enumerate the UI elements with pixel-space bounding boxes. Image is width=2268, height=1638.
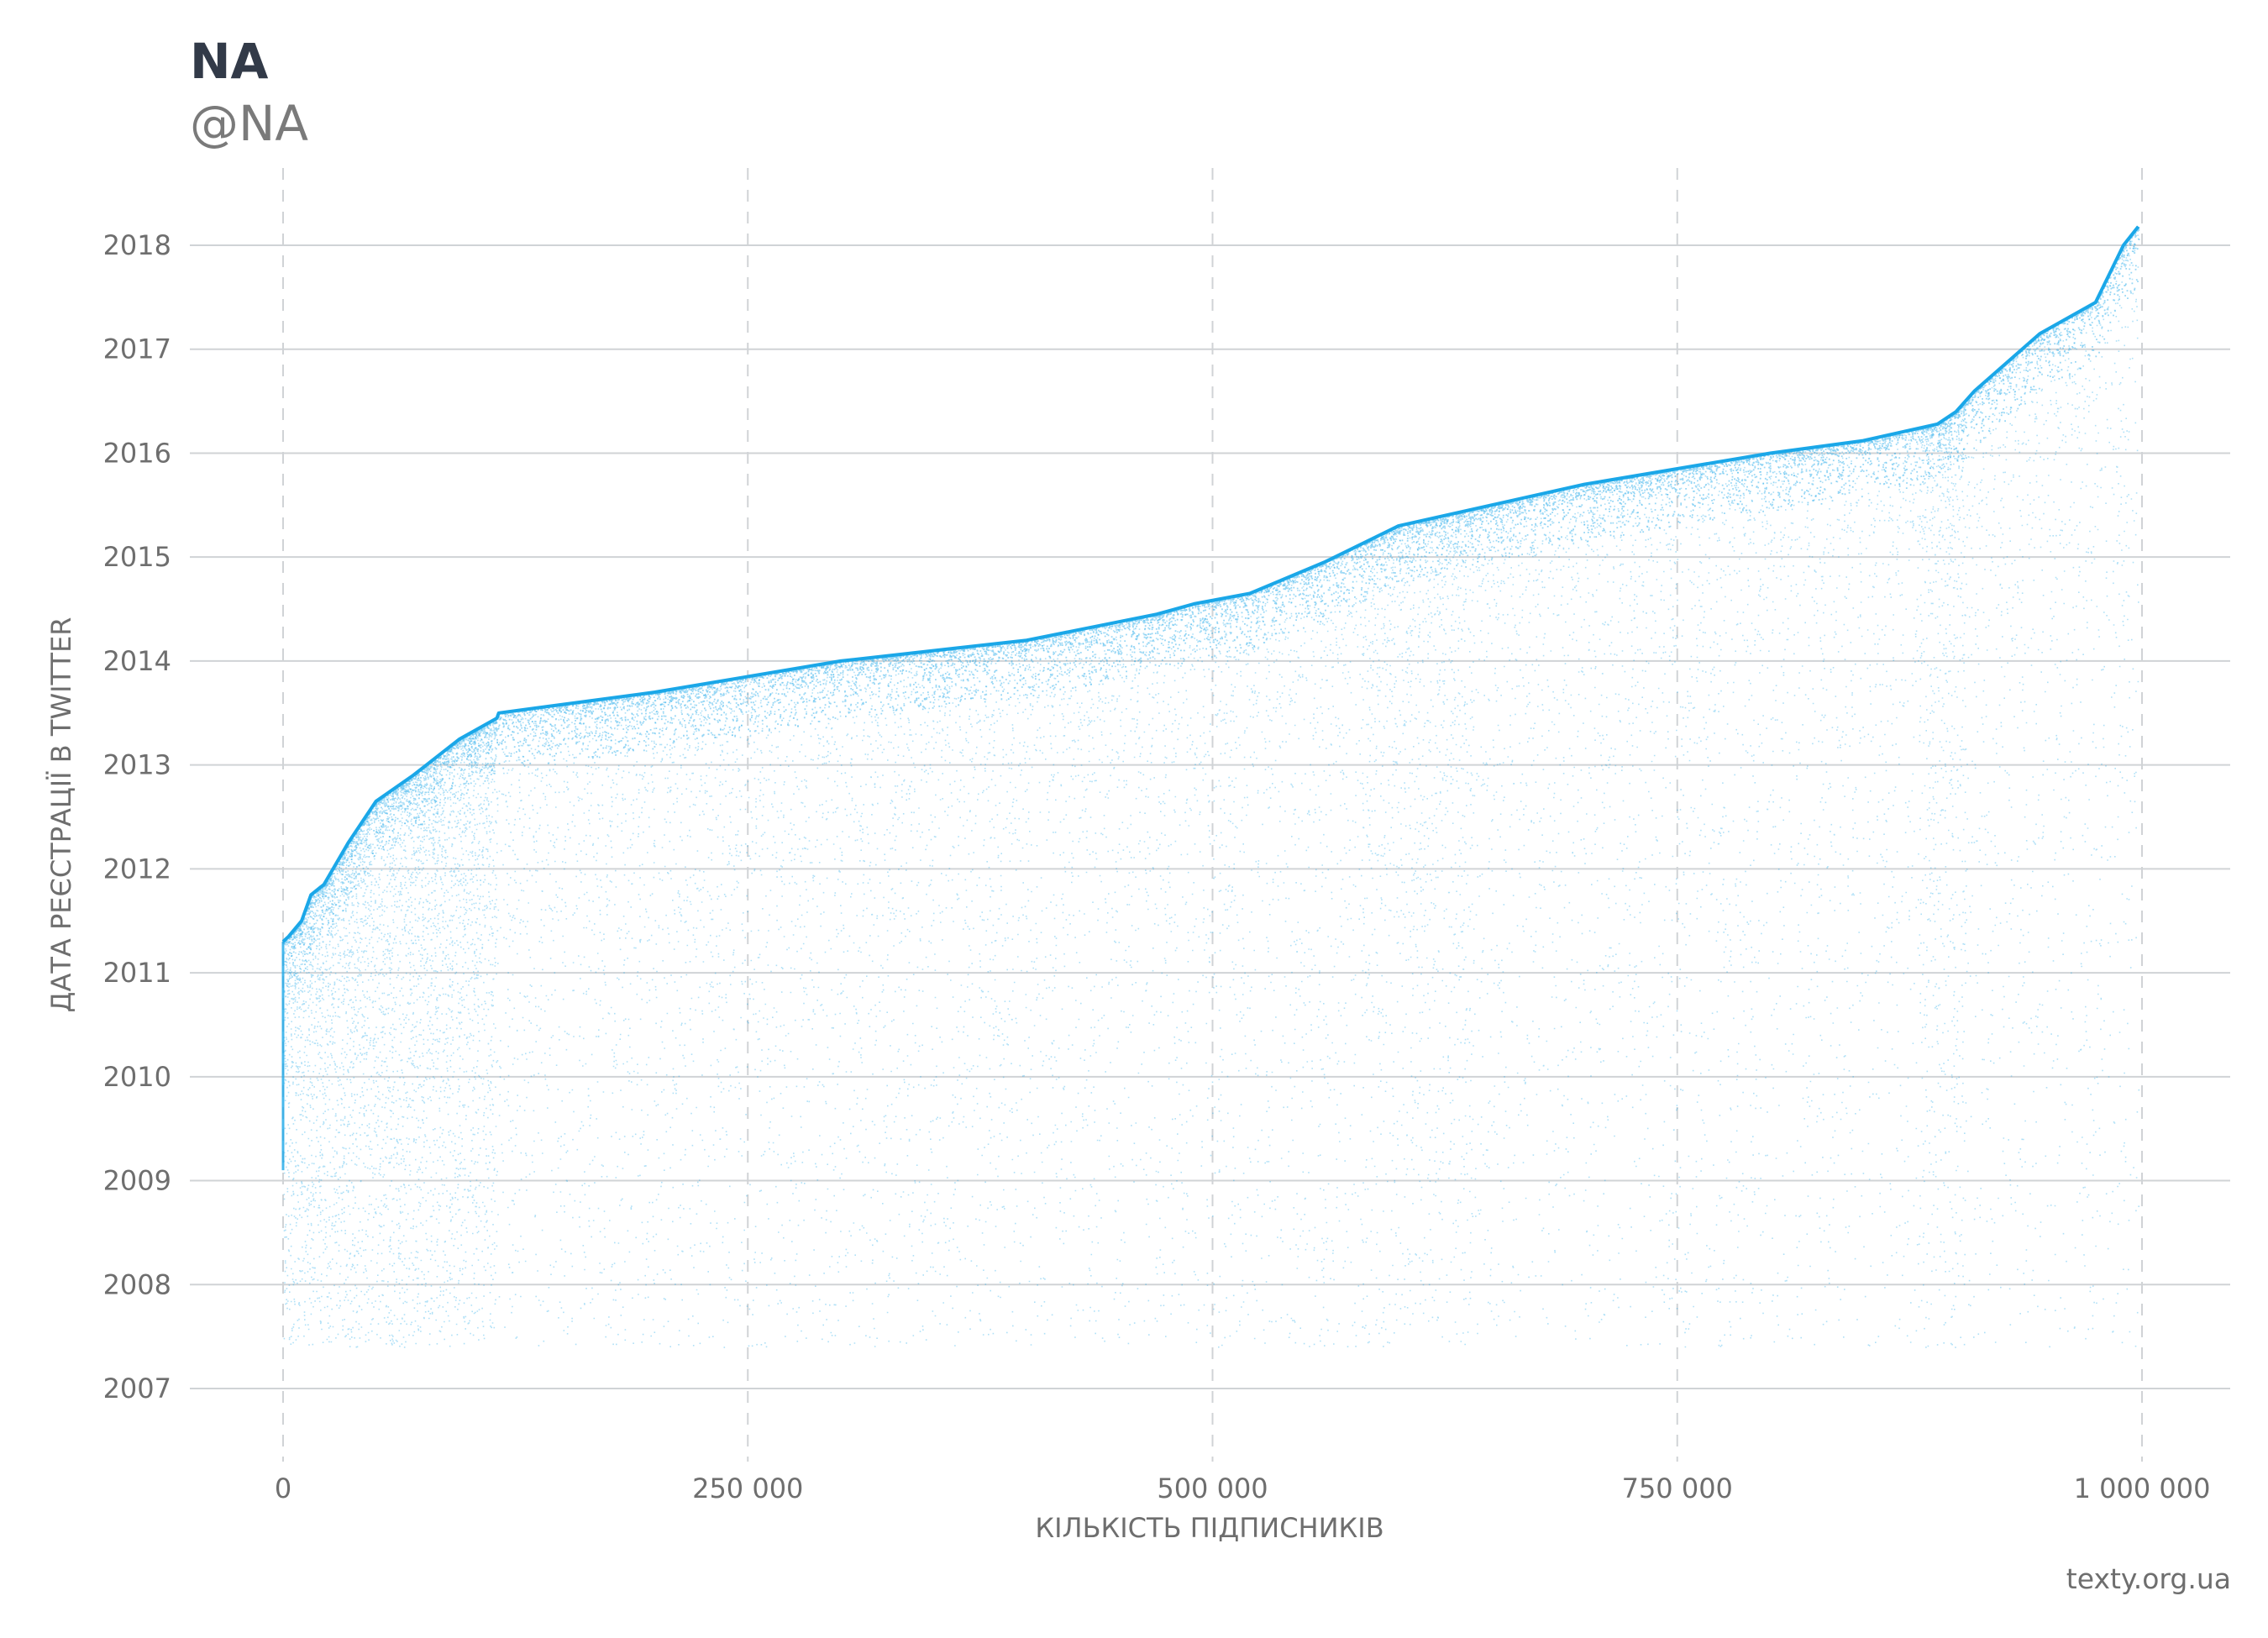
y-tick-label: 2009	[103, 1165, 171, 1197]
y-tick-label: 2015	[103, 541, 171, 573]
scatter-upper-edge	[281, 225, 2140, 943]
y-tick-label: 2016	[103, 437, 171, 469]
chart-subtitle: @NA	[190, 95, 309, 152]
x-tick-label: 0	[275, 1473, 291, 1504]
grid	[190, 168, 2230, 1462]
y-tick-label: 2017	[103, 333, 171, 365]
y-tick-label: 2011	[103, 957, 171, 989]
scatter-point-cloud	[283, 227, 2140, 1348]
x-tick-label: 1 000 000	[2074, 1473, 2211, 1504]
y-tick-label: 2010	[103, 1061, 171, 1093]
scatter-points	[281, 225, 2140, 1348]
y-axis-title: ДАТА РЕЄСТРАЦІЇ В TWITTER	[45, 617, 77, 1012]
chart-title: NA	[190, 33, 269, 90]
y-tick-label: 2012	[103, 853, 171, 885]
y-tick-label: 2013	[103, 749, 171, 781]
x-tick-label: 250 000	[692, 1473, 803, 1504]
y-tick-label: 2014	[103, 645, 171, 677]
y-tick-label: 2018	[103, 229, 171, 261]
source-credit: texty.org.ua	[2066, 1562, 2231, 1595]
x-tick-label: 750 000	[1622, 1473, 1733, 1504]
axis-ticks: 2007 2008 2009 2010 2011 2012 2013 2014 2015 2016…	[103, 229, 2211, 1504]
x-axis-title: КІЛЬКІСТЬ ПІДПИСНИКІВ	[1035, 1512, 1383, 1544]
y-tick-label: 2008	[103, 1268, 171, 1300]
x-tick-label: 500 000	[1157, 1473, 1268, 1504]
y-tick-label: 2007	[103, 1373, 171, 1404]
